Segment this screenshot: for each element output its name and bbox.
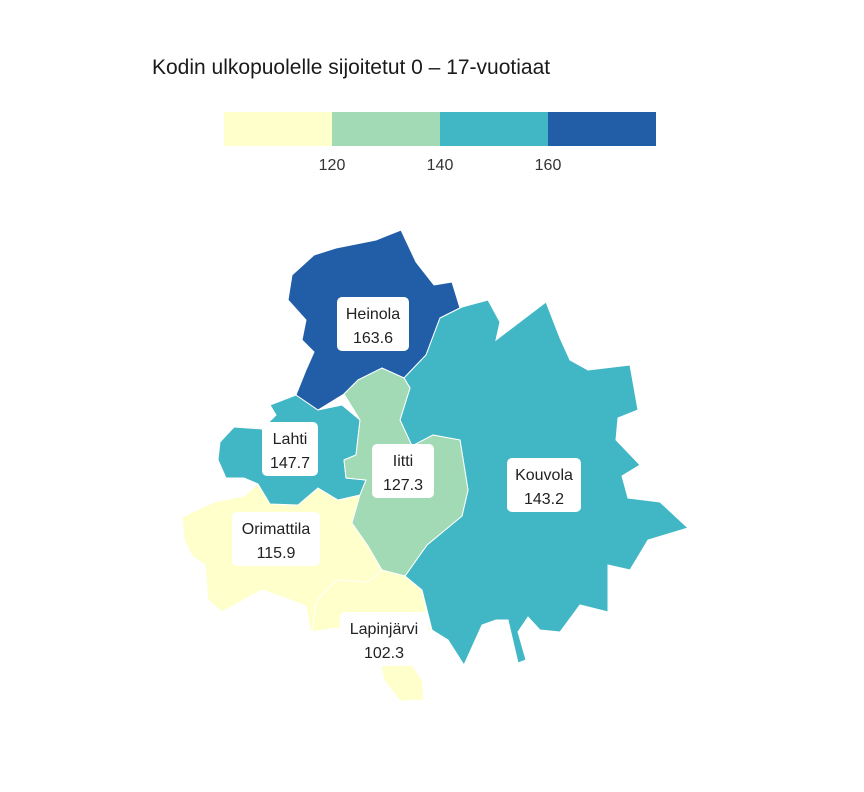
- label-box-heinola: [337, 297, 409, 351]
- label-lahti: Lahti 147.7: [262, 422, 318, 476]
- label-name-kouvola: Kouvola: [515, 467, 573, 484]
- label-lapinjarvi: Lapinjärvi 102.3: [340, 612, 428, 666]
- label-value-orimattila: 115.9: [257, 545, 296, 562]
- label-box-iitti: [372, 444, 434, 498]
- legend-tick-140: 140: [427, 157, 454, 174]
- label-heinola: Heinola 163.6: [337, 297, 409, 351]
- legend-swatch-1: [224, 112, 332, 146]
- legend-swatch-3: [440, 112, 548, 146]
- label-value-heinola: 163.6: [353, 330, 393, 347]
- legend-swatch-4: [548, 112, 656, 146]
- region-labels: Heinola 163.6 Kouvola 143.2 Lahti 147.7 …: [232, 297, 581, 666]
- label-box-orimattila: [232, 512, 320, 566]
- label-name-lahti: Lahti: [273, 431, 308, 448]
- label-kouvola: Kouvola 143.2: [507, 458, 581, 512]
- label-box-kouvola: [507, 458, 581, 512]
- label-name-orimattila: Orimattila: [242, 521, 311, 538]
- label-name-heinola: Heinola: [346, 306, 400, 323]
- legend-swatch-2: [332, 112, 440, 146]
- label-iitti: Iitti 127.3: [372, 444, 434, 498]
- legend-tick-160: 160: [535, 157, 562, 174]
- regions: [181, 229, 689, 702]
- legend-tick-120: 120: [319, 157, 346, 174]
- label-name-lapinjarvi: Lapinjärvi: [350, 621, 418, 638]
- label-box-lapinjarvi: [340, 612, 428, 666]
- label-value-lahti: 147.7: [270, 455, 310, 472]
- map-title: Kodin ulkopuolelle sijoitetut 0 – 17-vuo…: [152, 56, 551, 79]
- label-box-lahti: [262, 422, 318, 476]
- label-value-lapinjarvi: 102.3: [364, 645, 404, 662]
- label-value-kouvola: 143.2: [524, 491, 564, 508]
- label-value-iitti: 127.3: [383, 477, 423, 494]
- label-name-iitti: Iitti: [393, 453, 413, 470]
- label-orimattila: Orimattila 115.9: [232, 512, 320, 566]
- legend: 120 140 160: [224, 112, 656, 174]
